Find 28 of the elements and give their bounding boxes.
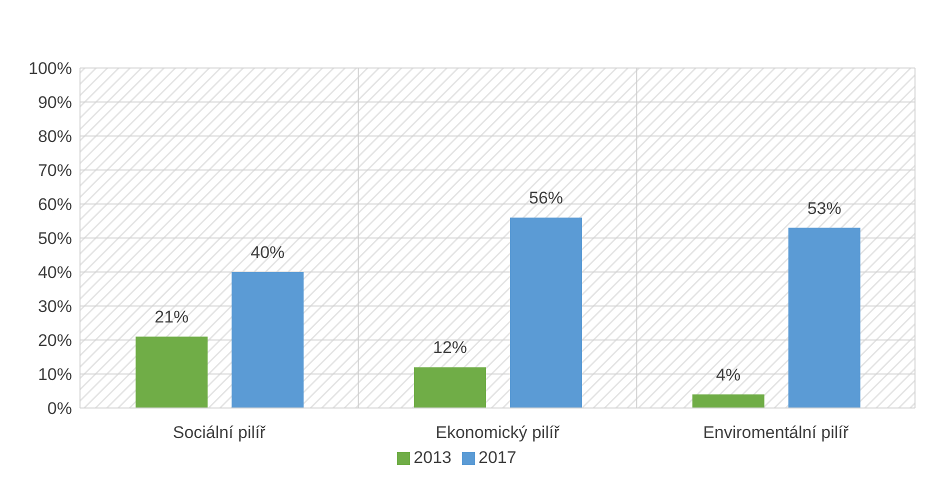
x-tick-label: Sociální pilíř	[172, 423, 266, 442]
data-label: 53%	[807, 198, 842, 218]
bar	[692, 394, 764, 408]
y-tick-label: 20%	[38, 331, 72, 350]
y-tick-label: 50%	[38, 229, 72, 248]
bar	[414, 367, 486, 408]
x-tick-label: Enviromentální pilíř	[703, 423, 849, 442]
data-label: 56%	[528, 188, 564, 208]
legend-label: 2017	[478, 448, 516, 467]
y-tick-label: 100%	[28, 59, 72, 78]
y-tick-label: 0%	[47, 399, 72, 418]
y-tick-label: 90%	[38, 93, 72, 112]
bar	[232, 272, 304, 408]
y-tick-label: 80%	[38, 127, 72, 146]
bar	[510, 218, 582, 408]
y-tick-label: 60%	[38, 195, 72, 214]
x-tick-label: Ekonomický pilíř	[436, 423, 560, 442]
bar	[788, 228, 860, 408]
data-label: 21%	[154, 308, 189, 327]
data-label: 40%	[250, 243, 285, 262]
y-tick-label: 70%	[38, 161, 72, 180]
y-tick-label: 10%	[38, 365, 72, 384]
data-label: 12%	[432, 338, 468, 358]
data-label: 4%	[716, 365, 741, 384]
legend-label: 2013	[414, 448, 452, 467]
y-tick-label: 30%	[38, 297, 72, 316]
y-tick-label: 40%	[38, 263, 72, 282]
bar	[136, 336, 208, 408]
